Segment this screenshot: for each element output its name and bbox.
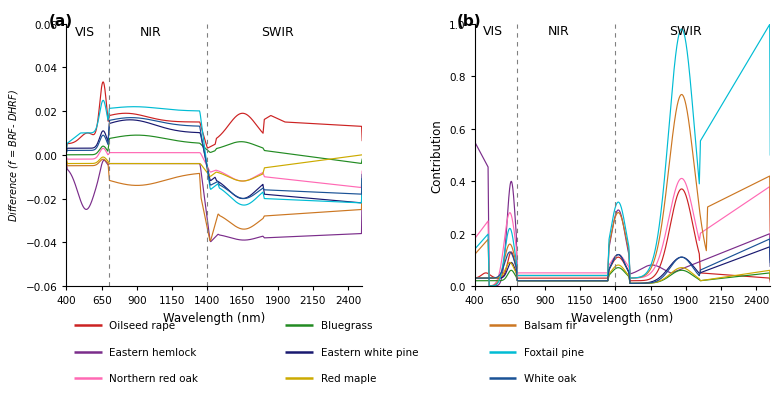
Text: SWIR: SWIR	[669, 25, 702, 38]
Text: Red maple: Red maple	[321, 373, 376, 383]
Y-axis label: Difference ($f$ = $BRF$- $DHRF$): Difference ($f$ = $BRF$- $DHRF$)	[7, 89, 20, 222]
Text: Eastern hemlock: Eastern hemlock	[109, 347, 197, 357]
Text: NIR: NIR	[140, 25, 162, 38]
Text: VIS: VIS	[482, 25, 503, 38]
X-axis label: Wavelength (nm): Wavelength (nm)	[163, 311, 265, 324]
Text: Foxtail pine: Foxtail pine	[524, 347, 584, 357]
Text: VIS: VIS	[75, 25, 95, 38]
Text: Eastern white pine: Eastern white pine	[321, 347, 418, 357]
Text: (a): (a)	[48, 14, 73, 29]
Text: (b): (b)	[457, 14, 482, 29]
Text: Bluegrass: Bluegrass	[321, 320, 372, 330]
X-axis label: Wavelength (nm): Wavelength (nm)	[572, 311, 673, 324]
Text: White oak: White oak	[524, 373, 576, 383]
Y-axis label: Contribution: Contribution	[430, 119, 443, 192]
Text: Oilseed rape: Oilseed rape	[109, 320, 176, 330]
Text: Balsam fir: Balsam fir	[524, 320, 577, 330]
Text: Northern red oak: Northern red oak	[109, 373, 199, 383]
Text: NIR: NIR	[548, 25, 570, 38]
Text: SWIR: SWIR	[261, 25, 294, 38]
